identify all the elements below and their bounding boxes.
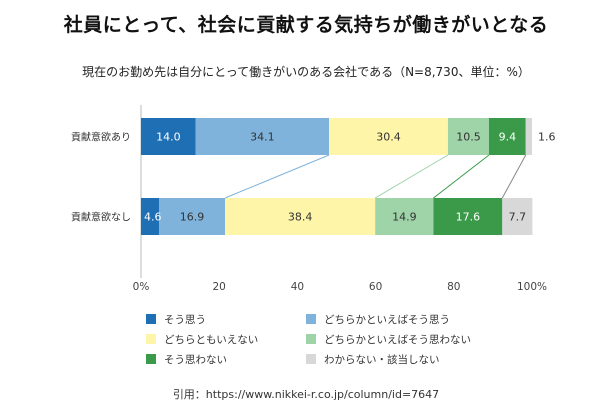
legend-label: どちらともいえない	[164, 334, 259, 346]
bar-segment-1-1	[141, 118, 196, 155]
x-tick-label-5: 80	[447, 281, 460, 293]
legend-label: どちらかといえばそう思わない	[324, 334, 471, 346]
chart-title: 社員にとって、社会に貢献する気持ちが働きがいとなる	[63, 14, 549, 36]
legend-label: そう思わない	[164, 354, 227, 366]
data-label-2-6: 7.7	[509, 211, 527, 224]
x-tick-label-1: 0%	[133, 281, 150, 293]
legend-label: わからない・該当しない	[324, 354, 440, 366]
x-tick-label-2: 20	[213, 281, 226, 293]
connector-line-3	[433, 154, 490, 199]
bar-segment-1-4	[447, 118, 489, 155]
data-label-1-3: 30.4	[376, 131, 401, 144]
bar-segment-1-3	[329, 118, 448, 155]
legend-label: どちらかといえばそう思う	[324, 314, 450, 326]
data-label-1-5: 9.4	[499, 131, 517, 144]
source-citation: 引用：https://www.nikkei-r.co.jp/column/id=…	[172, 388, 440, 401]
x-tick-label-4: 60	[369, 281, 382, 293]
legend-swatch	[306, 354, 316, 364]
bar-segment-2-6	[502, 198, 533, 235]
bar-segment-1-2	[195, 118, 330, 155]
x-tick-label-6: 100%	[517, 281, 547, 293]
data-label-2-2: 16.9	[180, 211, 205, 224]
data-label-2-4: 14.9	[392, 211, 417, 224]
x-tick-label-3: 40	[291, 281, 304, 293]
bar-segment-2-1	[141, 198, 159, 235]
data-label-2-1: 4.6	[144, 211, 162, 224]
data-label-2-3: 38.4	[288, 211, 313, 224]
data-label-1-6: 1.6	[538, 131, 556, 144]
bar-segment-2-3	[225, 198, 376, 235]
bar-segment-2-5	[433, 198, 503, 235]
connector-line-2	[374, 154, 449, 199]
chart-subtitle: 現在のお勤め先は自分にとって働きがいのある会社である（N=8,730、単位：%）	[82, 65, 530, 79]
connector-line-4	[501, 154, 527, 199]
legend-swatch	[146, 314, 156, 324]
legend-swatch	[146, 354, 156, 364]
legend-swatch	[306, 334, 316, 344]
bar-segment-2-4	[375, 198, 434, 235]
category-label-1: 貢献意欲あり	[71, 131, 131, 144]
legend-swatch	[306, 314, 316, 324]
bar-segment-2-2	[158, 198, 226, 235]
category-label-2: 貢献意欲なし	[71, 211, 131, 224]
legend-label: そう思う	[164, 314, 206, 326]
data-label-1-2: 34.1	[250, 131, 275, 144]
bar-segment-1-5	[488, 118, 526, 155]
legend-swatch	[146, 334, 156, 344]
data-label-1-4: 10.5	[456, 131, 481, 144]
data-label-1-1: 14.0	[156, 131, 181, 144]
connector-line-1	[224, 154, 330, 199]
bar-segment-1-6	[525, 118, 532, 155]
data-label-2-5: 17.6	[456, 211, 481, 224]
